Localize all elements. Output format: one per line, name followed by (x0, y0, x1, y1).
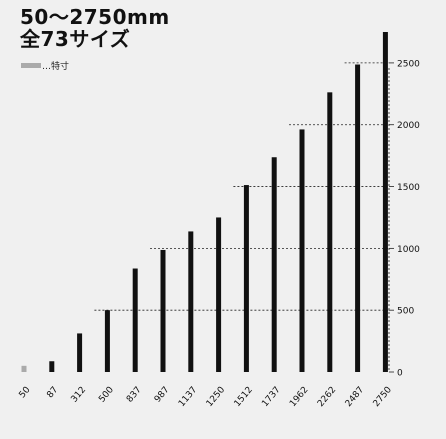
x-tick-label-2262: 2262 (316, 385, 338, 409)
legend-label-special-size: …特寸 (42, 62, 70, 72)
bar-1737 (271, 157, 277, 372)
chart-title-line-1: 50〜2750mm (20, 5, 170, 29)
x-tick-label-1737: 1737 (260, 385, 282, 409)
y-tick-label-1500: 1500 (397, 183, 420, 193)
y-tick-label-0: 0 (397, 369, 403, 379)
bar-1512 (243, 185, 249, 372)
y-tick-label-2500: 2500 (397, 59, 420, 69)
x-tick-label-312: 312 (69, 385, 88, 405)
x-tick-label-1512: 1512 (233, 385, 255, 409)
x-tick-label-987: 987 (153, 385, 172, 405)
x-tick-label-2487: 2487 (344, 385, 366, 409)
bar-987 (160, 249, 166, 372)
x-tick-label-1250: 1250 (205, 385, 228, 409)
chart-title: 50〜2750mm 全73サイズ (20, 6, 170, 50)
x-tick-label-837: 837 (125, 385, 144, 405)
x-tick-label-1137: 1137 (177, 385, 199, 409)
bar-2487 (355, 64, 361, 373)
y-tick-label-1000: 1000 (397, 245, 420, 255)
legend-swatch-special-size (21, 63, 41, 68)
y-tick-label-2000: 2000 (397, 121, 420, 131)
x-tick-label-500: 500 (97, 385, 116, 405)
chart-title-line-2: 全73サイズ (20, 27, 131, 51)
bar-312 (77, 333, 83, 372)
bar-2750 (382, 32, 388, 372)
x-tick-label-50: 50 (18, 385, 33, 400)
bar-87 (49, 361, 55, 372)
bar-2262 (327, 92, 333, 373)
x-tick-label-87: 87 (45, 385, 60, 400)
bar-500 (104, 310, 110, 372)
bar-1250 (216, 217, 222, 372)
bar-1137 (188, 231, 194, 372)
y-tick-label-500: 500 (397, 307, 414, 317)
bar-837 (132, 268, 138, 372)
x-tick-label-2750: 2750 (372, 385, 395, 409)
bar-50 (21, 365, 27, 372)
x-tick-label-1962: 1962 (288, 385, 310, 409)
legend: …特寸 (21, 59, 69, 72)
bar-1962 (299, 129, 305, 372)
